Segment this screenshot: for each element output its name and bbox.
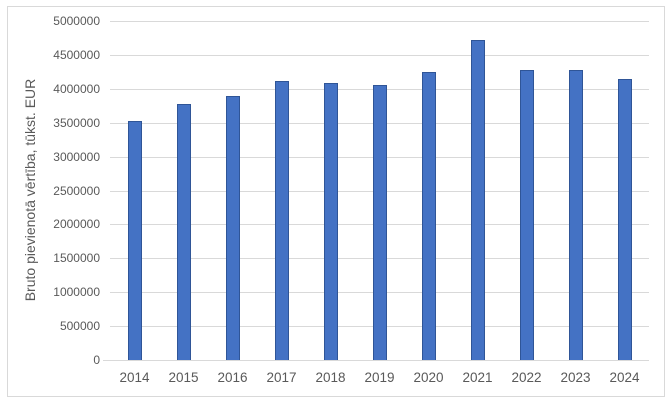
- x-tick-label-2024: 2024: [609, 370, 640, 385]
- bar-2015: [177, 104, 191, 360]
- x-tick-label-2014: 2014: [119, 370, 150, 385]
- bar-2016: [226, 96, 240, 360]
- x-axis-tick-labels: 2014 2015 2016 2017 2018 2019 2020 2021 2022 2023…: [8, 7, 664, 396]
- y-tick-label: 1500000: [53, 251, 100, 265]
- x-axis-line: [103, 360, 649, 361]
- bar-2020: [422, 72, 436, 360]
- bar-2023: [569, 70, 583, 360]
- x-tick-label-2015: 2015: [168, 370, 199, 385]
- y-axis-tick-labels: 0 500000 1000000 1500000 2000000 2500000 30000…: [8, 7, 664, 396]
- y-tick-label: 500000: [59, 319, 100, 333]
- bar-2024: [618, 79, 632, 360]
- x-tick-label-2018: 2018: [315, 370, 346, 385]
- bar-2018: [324, 83, 338, 360]
- y-tick-label: 1000000: [53, 285, 100, 299]
- bar-2021: [471, 40, 485, 360]
- bar-2019: [373, 85, 387, 360]
- x-tick-label-2019: 2019: [364, 370, 395, 385]
- y-tick-label: 4000000: [53, 82, 100, 96]
- x-tick-label-2020: 2020: [413, 370, 444, 385]
- x-tick-label-2023: 2023: [560, 370, 591, 385]
- bar-chart: Bruto pievienotā vērtība, tūkst. EUR 0 50…: [7, 6, 665, 397]
- plot-area: [103, 21, 649, 361]
- x-tick-label-2022: 2022: [511, 370, 542, 385]
- y-tick-label: 4500000: [53, 48, 100, 62]
- gridline: [110, 21, 649, 22]
- y-tick-label: 0: [93, 353, 100, 367]
- y-tick-label: 3000000: [53, 150, 100, 164]
- y-tick-label: 2500000: [53, 184, 100, 198]
- y-tick-label: 2000000: [53, 217, 100, 231]
- bar-2017: [275, 81, 289, 360]
- x-tick-label-2017: 2017: [266, 370, 297, 385]
- gridline: [110, 55, 649, 56]
- bar-2022: [520, 70, 534, 360]
- y-tick-label: 5000000: [53, 14, 100, 28]
- bar-2014: [128, 121, 142, 360]
- y-tick-label: 3500000: [53, 116, 100, 130]
- x-tick-label-2016: 2016: [217, 370, 248, 385]
- x-tick-label-2021: 2021: [462, 370, 493, 385]
